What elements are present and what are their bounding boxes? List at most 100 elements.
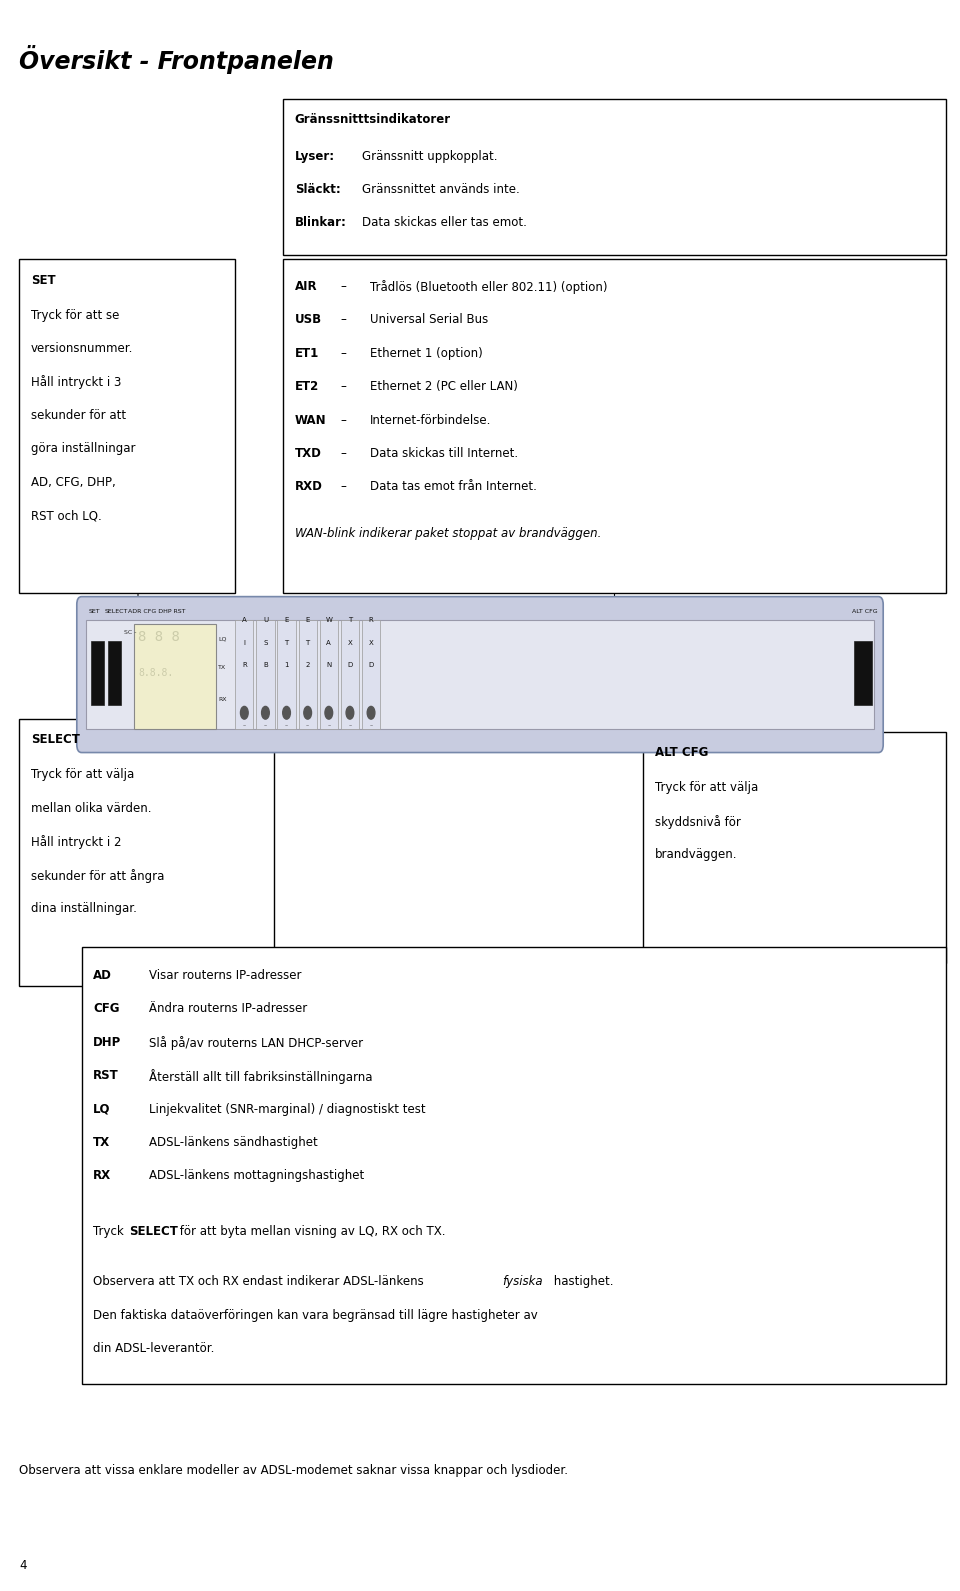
Text: 1: 1 xyxy=(284,662,289,668)
Text: RST och LQ.: RST och LQ. xyxy=(31,509,102,522)
Text: –: – xyxy=(348,724,351,729)
Text: AIR: AIR xyxy=(295,280,318,293)
Text: Håll intryckt i 2: Håll intryckt i 2 xyxy=(31,835,121,850)
Text: USB: USB xyxy=(295,313,322,326)
Text: dina inställningar.: dina inställningar. xyxy=(31,902,136,915)
Text: TX: TX xyxy=(93,1136,110,1149)
Text: RX: RX xyxy=(218,697,227,702)
Text: SELECT: SELECT xyxy=(31,733,80,746)
Text: X: X xyxy=(348,640,352,646)
Text: Observera att TX och RX endast indikerar ADSL-länkens: Observera att TX och RX endast indikerar… xyxy=(93,1276,427,1289)
Text: RX: RX xyxy=(93,1169,111,1182)
Text: Internet-förbindelse.: Internet-förbindelse. xyxy=(370,414,491,426)
Text: Gränssnitttsindikatorer: Gränssnitttsindikatorer xyxy=(295,113,451,126)
Text: –: – xyxy=(327,724,330,729)
Text: –: – xyxy=(370,724,372,729)
Text: X: X xyxy=(369,640,373,646)
Bar xyxy=(256,620,275,729)
Text: ADSL-länkens sändhastighet: ADSL-länkens sändhastighet xyxy=(149,1136,318,1149)
Bar xyxy=(134,624,216,729)
Text: versionsnummer.: versionsnummer. xyxy=(31,342,133,355)
Text: Översikt - Frontpanelen: Översikt - Frontpanelen xyxy=(19,45,334,73)
Text: A: A xyxy=(242,617,247,624)
Text: Data skickas eller tas emot.: Data skickas eller tas emot. xyxy=(362,216,527,229)
Text: RXD: RXD xyxy=(295,480,323,493)
Circle shape xyxy=(303,706,311,719)
Text: Ethernet 2 (PC eller LAN): Ethernet 2 (PC eller LAN) xyxy=(370,380,517,393)
Circle shape xyxy=(283,706,290,719)
Text: LQ: LQ xyxy=(93,1103,110,1115)
Text: SET: SET xyxy=(31,274,56,286)
Bar xyxy=(320,620,338,729)
Text: CFG: CFG xyxy=(93,1002,120,1015)
Text: T: T xyxy=(305,640,310,646)
Text: U: U xyxy=(263,617,268,624)
Text: –: – xyxy=(341,313,347,326)
Text: N: N xyxy=(326,662,331,668)
Text: Tryck för att se: Tryck för att se xyxy=(31,309,119,321)
Text: Gränssnitt uppkopplat.: Gränssnitt uppkopplat. xyxy=(362,150,497,162)
Circle shape xyxy=(346,706,353,719)
Bar xyxy=(19,259,235,593)
Bar xyxy=(86,620,874,729)
Text: din ADSL-leverantör.: din ADSL-leverantör. xyxy=(93,1343,214,1356)
Text: E: E xyxy=(305,617,310,624)
Text: –: – xyxy=(341,447,347,460)
Text: Den faktiska dataöverföringen kan vara begränsad till lägre hastigheter av: Den faktiska dataöverföringen kan vara b… xyxy=(93,1308,538,1322)
Text: D: D xyxy=(348,662,352,668)
Text: Data skickas till Internet.: Data skickas till Internet. xyxy=(370,447,517,460)
Text: ADR CFG DHP RST: ADR CFG DHP RST xyxy=(128,609,185,614)
Text: –: – xyxy=(341,414,347,426)
Text: R: R xyxy=(369,617,373,624)
Text: –: – xyxy=(341,347,347,360)
Text: Data tas emot från Internet.: Data tas emot från Internet. xyxy=(370,480,537,493)
Text: D: D xyxy=(369,662,373,668)
Text: Ändra routerns IP-adresser: Ändra routerns IP-adresser xyxy=(149,1002,307,1015)
Text: –: – xyxy=(264,724,267,729)
Text: brandväggen.: brandväggen. xyxy=(655,848,737,861)
Text: sekunder för att: sekunder för att xyxy=(31,409,126,422)
Text: 4: 4 xyxy=(19,1559,27,1572)
Text: TX: TX xyxy=(218,665,226,670)
Bar xyxy=(299,620,317,729)
Text: SET: SET xyxy=(88,609,100,614)
Text: TXD: TXD xyxy=(295,447,322,460)
Text: ADSL-länkens mottagningshastighet: ADSL-länkens mottagningshastighet xyxy=(149,1169,364,1182)
Text: S: S xyxy=(263,640,268,646)
Text: E: E xyxy=(284,617,289,624)
Text: Linjekvalitet (SNR-marginal) / diagnostiskt test: Linjekvalitet (SNR-marginal) / diagnosti… xyxy=(149,1103,425,1115)
Text: Visar routerns IP-adresser: Visar routerns IP-adresser xyxy=(149,969,301,982)
Text: ALT CFG: ALT CFG xyxy=(852,609,878,614)
Bar xyxy=(341,620,359,729)
Text: T: T xyxy=(348,617,352,624)
Text: Universal Serial Bus: Universal Serial Bus xyxy=(370,313,488,326)
Text: B: B xyxy=(263,662,268,668)
Text: Observera att vissa enklare modeller av ADSL-modemet saknar vissa knappar och ly: Observera att vissa enklare modeller av … xyxy=(19,1464,568,1476)
Text: DHP: DHP xyxy=(93,1036,121,1048)
Text: skyddsnivå för: skyddsnivå för xyxy=(655,815,740,829)
Text: Släckt:: Släckt: xyxy=(295,183,341,196)
Text: R: R xyxy=(242,662,247,668)
Text: –: – xyxy=(341,480,347,493)
Bar xyxy=(643,732,946,963)
Text: 8.8.8.: 8.8.8. xyxy=(138,668,174,678)
Text: mellan olika värden.: mellan olika värden. xyxy=(31,802,152,815)
Text: SELECT: SELECT xyxy=(130,1225,179,1238)
Circle shape xyxy=(368,706,374,719)
FancyBboxPatch shape xyxy=(77,597,883,753)
Text: –: – xyxy=(341,380,347,393)
Bar xyxy=(283,259,946,593)
Text: ET1: ET1 xyxy=(295,347,319,360)
Text: göra inställningar: göra inställningar xyxy=(31,442,135,455)
Bar xyxy=(362,620,380,729)
Circle shape xyxy=(240,706,248,719)
Text: A: A xyxy=(326,640,331,646)
Bar xyxy=(854,641,872,705)
Bar xyxy=(19,719,274,986)
Text: LQ: LQ xyxy=(218,636,227,641)
Text: –: – xyxy=(341,280,347,293)
Bar xyxy=(91,641,104,705)
Text: 2: 2 xyxy=(305,662,310,668)
Text: W: W xyxy=(325,617,332,624)
Text: AD: AD xyxy=(93,969,112,982)
